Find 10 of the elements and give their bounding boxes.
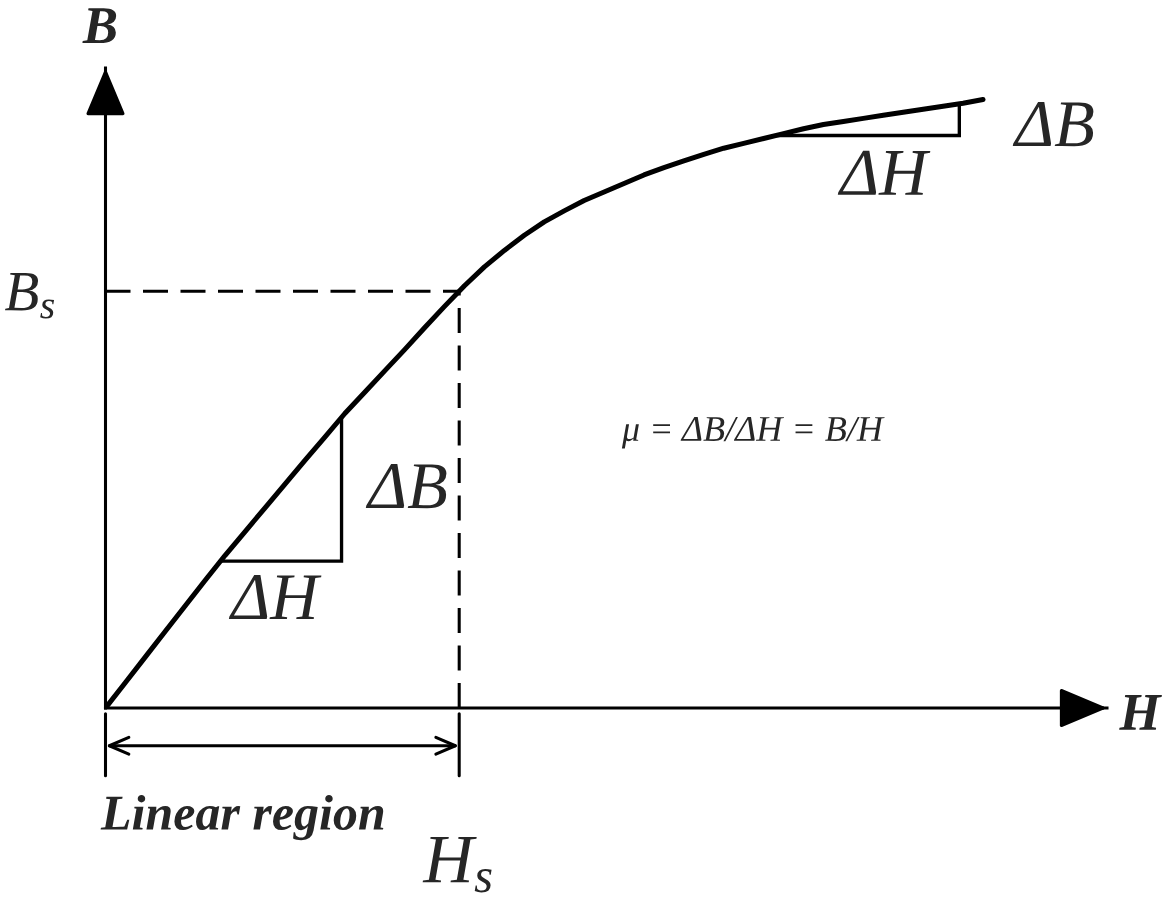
text: ΔB	[1012, 102, 1094, 147]
y-axis-title: B	[82, 8, 117, 44]
annotation: μ = ΔB/ΔH = B/H	[621, 416, 885, 449]
x-axis-title: H	[1119, 695, 1162, 730]
text: H$_{s}$	[422, 836, 492, 893]
text: Linear region	[100, 794, 384, 841]
ref-line-label: B$_{s}$	[5, 273, 55, 319]
annotation: ΔB	[365, 464, 447, 509]
annotation: ΔH	[228, 575, 322, 620]
annotation: ΔH	[837, 150, 931, 195]
